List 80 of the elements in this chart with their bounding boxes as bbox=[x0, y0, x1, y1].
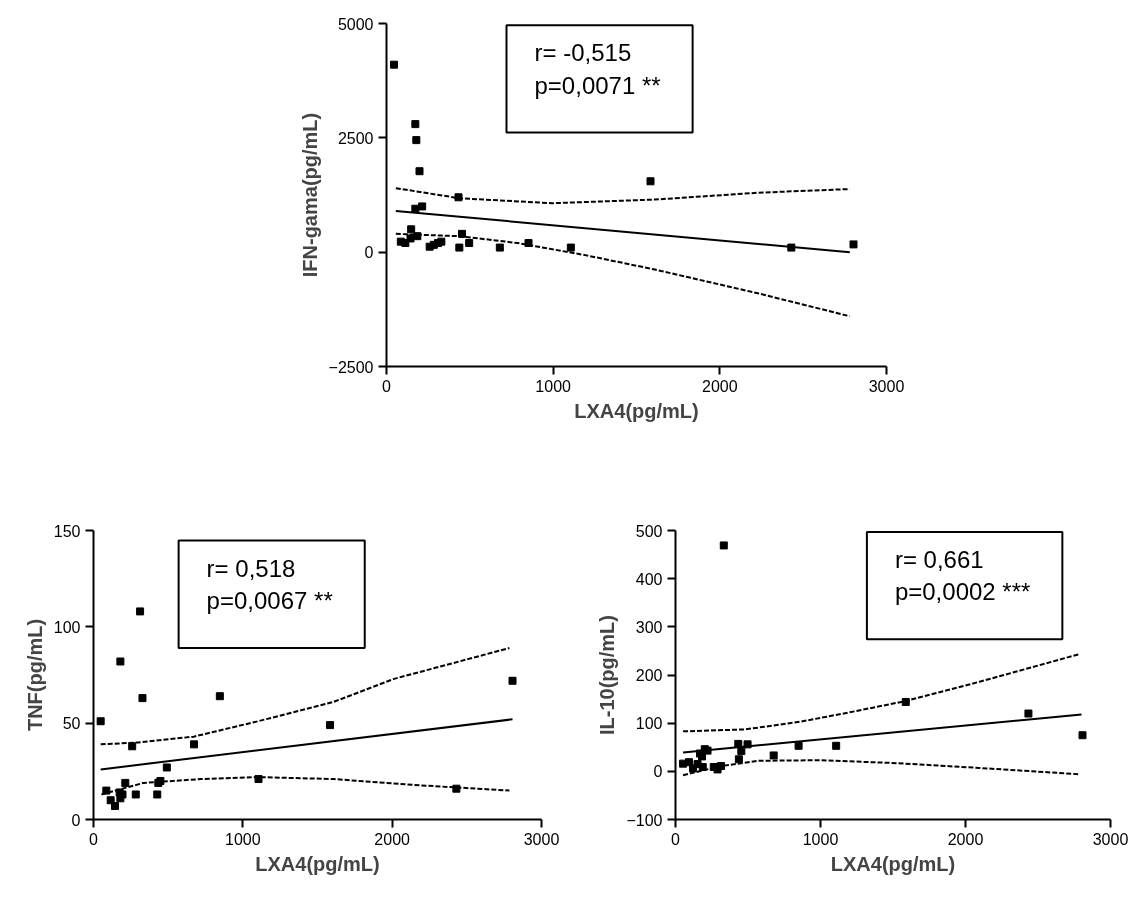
point bbox=[215, 692, 224, 701]
point bbox=[524, 239, 533, 248]
point bbox=[407, 225, 416, 234]
y-tick-label: 100 bbox=[53, 618, 81, 636]
annotation: r= 0,661 bbox=[894, 545, 984, 573]
x-tick-label: 0 bbox=[671, 830, 681, 848]
point bbox=[138, 694, 147, 703]
y-axis-title: IL-10(pg/mL) bbox=[596, 615, 619, 735]
point bbox=[254, 775, 263, 784]
x-axis-title: LXA4(pg/mL) bbox=[574, 399, 699, 422]
x-tick-label: 0 bbox=[89, 830, 99, 848]
point bbox=[326, 721, 335, 730]
point bbox=[412, 136, 421, 145]
line-series bbox=[100, 776, 511, 796]
x-axis-title: LXA4(pg/mL) bbox=[830, 852, 956, 875]
x-tick-label: 0 bbox=[382, 377, 392, 395]
point bbox=[116, 657, 125, 666]
y-tick-label: 400 bbox=[635, 570, 663, 588]
point bbox=[743, 740, 752, 749]
y-tick-label: 0 bbox=[653, 763, 663, 781]
x-tick-label: 3000 bbox=[523, 830, 560, 848]
y-axis-title: IFN-gama(pg/mL) bbox=[298, 112, 321, 278]
point bbox=[415, 167, 424, 176]
x-axis-title: LXA4(pg/mL) bbox=[255, 852, 380, 875]
point bbox=[849, 240, 858, 249]
point bbox=[111, 802, 119, 811]
x-tick-label: 2000 bbox=[947, 830, 984, 848]
y-tick-label: 300 bbox=[635, 618, 663, 636]
point bbox=[719, 541, 728, 550]
x-tick-label: 1000 bbox=[802, 830, 839, 848]
point bbox=[495, 243, 504, 252]
y-tick-label: 100 bbox=[635, 715, 663, 733]
line-series bbox=[682, 653, 1080, 733]
annotation: p=0,0002 *** bbox=[894, 578, 1031, 606]
point bbox=[769, 751, 778, 760]
annotation: r= -0,515 bbox=[534, 39, 632, 67]
y-tick-label: 500 bbox=[635, 522, 663, 540]
point bbox=[437, 237, 446, 246]
point bbox=[794, 741, 803, 750]
y-axis-title: TNF(pg/mL) bbox=[23, 618, 46, 732]
point bbox=[566, 243, 575, 252]
point bbox=[121, 778, 130, 787]
point bbox=[131, 790, 140, 799]
point bbox=[96, 717, 105, 726]
point bbox=[508, 676, 517, 685]
point bbox=[1078, 731, 1087, 740]
point bbox=[162, 763, 171, 772]
line-series bbox=[394, 187, 851, 205]
y-tick-label: 200 bbox=[635, 667, 663, 684]
y-tick-label: 2500 bbox=[337, 129, 374, 147]
y-tick-label: −2500 bbox=[328, 358, 374, 376]
point bbox=[1024, 709, 1033, 718]
point bbox=[153, 790, 162, 799]
annotation: r= 0,518 bbox=[206, 554, 296, 582]
x-tick-label: 1000 bbox=[535, 377, 572, 395]
point bbox=[102, 786, 111, 795]
y-tick-label: 0 bbox=[71, 811, 81, 829]
y-tick-label: 150 bbox=[53, 522, 81, 540]
point bbox=[390, 60, 398, 69]
point bbox=[190, 740, 198, 749]
x-tick-label: 2000 bbox=[702, 377, 738, 395]
y-tick-label: −100 bbox=[626, 811, 663, 829]
point bbox=[832, 741, 841, 750]
point bbox=[401, 239, 410, 248]
point bbox=[136, 607, 145, 616]
y-tick-label: 5000 bbox=[337, 15, 374, 33]
x-tick-label: 1000 bbox=[225, 830, 261, 848]
x-tick-label: 3000 bbox=[868, 377, 905, 395]
point bbox=[418, 202, 427, 211]
y-tick-label: 50 bbox=[62, 715, 81, 733]
point bbox=[411, 120, 420, 129]
point bbox=[455, 243, 464, 252]
point bbox=[734, 755, 743, 764]
x-tick-label: 3000 bbox=[1092, 830, 1129, 848]
point bbox=[646, 177, 655, 186]
y-tick-label: 0 bbox=[364, 244, 374, 262]
x-tick-label: 2000 bbox=[374, 830, 411, 848]
annotation: p=0,0071 ** bbox=[534, 71, 661, 99]
annotation: p=0,0067 ** bbox=[206, 587, 333, 615]
point bbox=[465, 239, 474, 248]
